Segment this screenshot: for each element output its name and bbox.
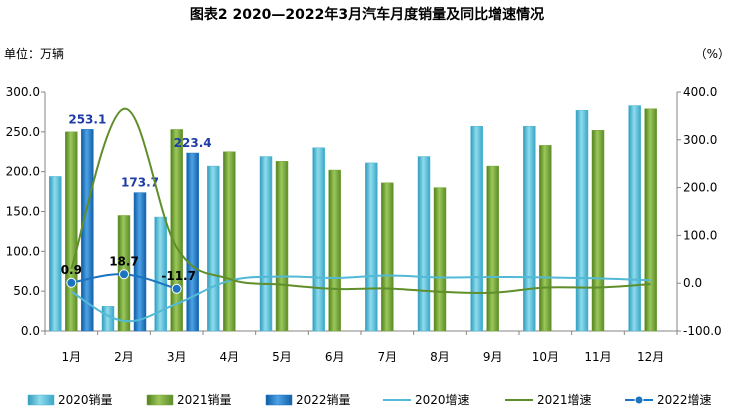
bar-2021-4 xyxy=(223,151,236,332)
y-right-tick-label: 100.0 xyxy=(683,228,717,242)
x-tick-label: 4月 xyxy=(220,350,240,364)
y-right-tick-label: 300.0 xyxy=(683,133,717,147)
legend-label: 2021销量 xyxy=(177,393,232,407)
bar-value-label: 253.1 xyxy=(68,112,106,126)
x-tick-label: 11月 xyxy=(584,350,611,364)
bar-2021-8 xyxy=(433,187,447,332)
bar-2021-1 xyxy=(65,131,78,332)
bar-2020-8 xyxy=(417,156,431,332)
legend-label: 2022增速 xyxy=(657,393,712,407)
bar-2021-7 xyxy=(381,182,394,332)
legend-label: 2020增速 xyxy=(415,393,470,407)
y-left-tick-label: 0.0 xyxy=(21,324,40,338)
legend-label: 2020销量 xyxy=(58,393,113,407)
legend-marker xyxy=(634,395,644,405)
x-tick-label: 6月 xyxy=(325,350,345,364)
bar-2021-10 xyxy=(539,145,552,332)
x-tick-label: 10月 xyxy=(532,350,559,364)
chart-title: 图表2 2020—2022年3月汽车月度销量及同比增速情况 xyxy=(190,6,544,23)
bar-2022-3 xyxy=(186,152,199,332)
legend-swatch xyxy=(27,394,55,406)
bar-value-label: 173.7 xyxy=(121,176,159,190)
x-tick-label: 9月 xyxy=(483,350,503,364)
y-right-tick-label: -100.0 xyxy=(683,324,722,338)
bar-2020-4 xyxy=(207,165,220,332)
y-left-tick-label: 50.0 xyxy=(13,284,40,298)
bar-2020-3 xyxy=(154,216,167,332)
y-right-tick-label: 0.0 xyxy=(683,276,702,290)
y-right-label: （%） xyxy=(695,47,730,61)
y-right-tick-label: 200.0 xyxy=(683,181,717,195)
legend-swatch xyxy=(146,394,174,406)
legend-label: 2021增速 xyxy=(537,393,592,407)
bar-2020-9 xyxy=(470,126,483,332)
bar-2021-6 xyxy=(328,169,341,332)
bar-2021-5 xyxy=(275,161,289,332)
line-value-label: 0.9 xyxy=(61,263,82,277)
y-right-tick-label: 400.0 xyxy=(683,85,717,99)
line-2022-point xyxy=(171,283,182,294)
line-value-label: -11.7 xyxy=(161,269,196,283)
bar-2021-3 xyxy=(170,129,183,332)
line-2021-growth xyxy=(70,107,651,295)
bar-2020-11 xyxy=(575,110,589,332)
bar-2021-12 xyxy=(644,108,657,332)
x-tick-label: 7月 xyxy=(378,350,398,364)
x-tick-label: 2月 xyxy=(114,350,134,364)
line-2020-growth xyxy=(70,274,651,323)
x-tick-label: 12月 xyxy=(637,350,664,364)
line-2022-point xyxy=(66,277,77,288)
x-tick-label: 1月 xyxy=(62,350,82,364)
legend-label: 2022销量 xyxy=(296,393,351,407)
y-left-tick-label: 100.0 xyxy=(6,244,40,258)
bar-2020-5 xyxy=(259,156,273,332)
bar-2020-12 xyxy=(628,105,641,332)
y-left-tick-label: 200.0 xyxy=(6,165,40,179)
bar-2021-11 xyxy=(591,129,605,332)
line-2022-point xyxy=(119,269,129,280)
bar-2020-6 xyxy=(312,147,325,332)
bar-2022-2 xyxy=(133,192,147,332)
y-left-tick-label: 300.0 xyxy=(6,85,40,99)
x-tick-label: 5月 xyxy=(272,350,292,364)
bar-2020-10 xyxy=(523,126,536,332)
bar-2020-1 xyxy=(49,176,62,332)
bar-2021-9 xyxy=(486,165,499,332)
y-left-tick-label: 250.0 xyxy=(6,125,40,139)
bar-value-label: 223.4 xyxy=(174,136,212,150)
bar-2020-7 xyxy=(365,162,378,332)
legend-swatch xyxy=(265,394,293,406)
y-left-label: 单位：万辆 xyxy=(4,46,64,61)
x-tick-label: 8月 xyxy=(430,350,450,364)
x-tick-label: 3月 xyxy=(167,350,187,364)
line-value-label: 18.7 xyxy=(109,254,139,268)
y-left-tick-label: 150.0 xyxy=(6,205,40,219)
